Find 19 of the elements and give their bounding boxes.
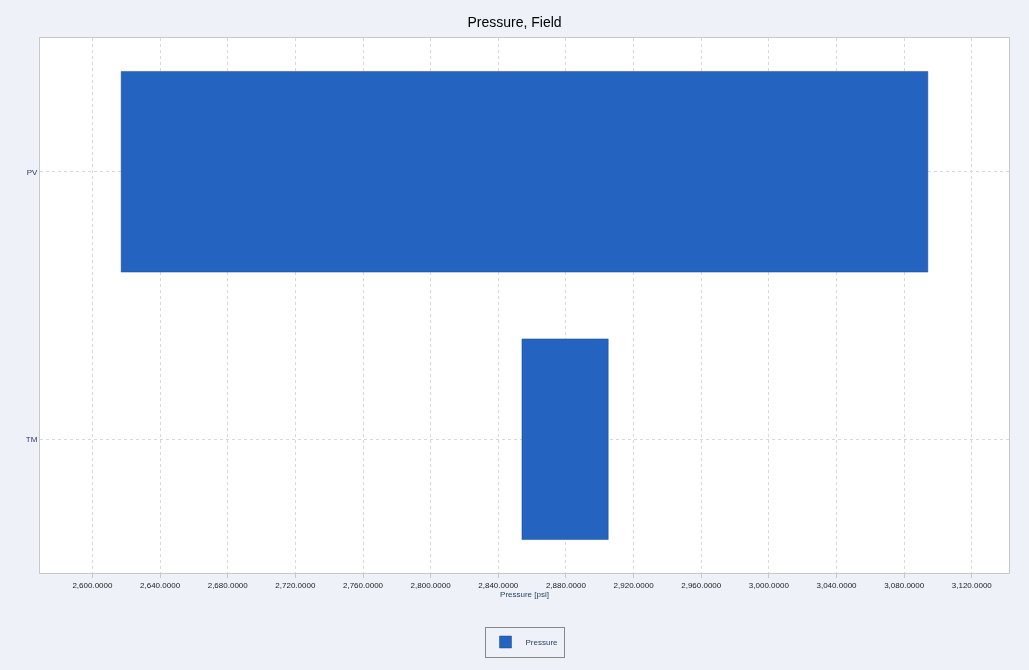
x-tick-label: 3,080.0000 bbox=[884, 580, 925, 590]
legend-label: Pressure bbox=[525, 638, 559, 648]
y-tick-label: TM bbox=[25, 435, 38, 445]
y-tick-label: PV bbox=[26, 167, 39, 177]
x-tick-label: 2,960.0000 bbox=[681, 580, 722, 590]
x-tick-label: 3,120.0000 bbox=[951, 580, 993, 590]
chart-title: Pressure, Field bbox=[467, 13, 562, 30]
x-axis-title: Pressure [psi] bbox=[500, 589, 549, 599]
x-tick-label: 3,000.0000 bbox=[748, 580, 790, 590]
x-tick-label: 2,680.0000 bbox=[207, 580, 249, 590]
x-tick-label: 2,920.0000 bbox=[613, 580, 655, 590]
x-tick-label: 2,840.0000 bbox=[478, 580, 519, 590]
x-tick-label: 2,600.0000 bbox=[72, 580, 113, 590]
x-tick-label: 2,640.0000 bbox=[140, 580, 181, 590]
x-tick-label: 2,720.0000 bbox=[275, 580, 316, 590]
x-tick-label: 2,880.0000 bbox=[545, 580, 587, 590]
x-tick-label: 2,760.0000 bbox=[342, 580, 384, 590]
x-tick-label: 3,040.0000 bbox=[816, 580, 858, 590]
x-tick-label: 2,800.0000 bbox=[410, 580, 452, 590]
